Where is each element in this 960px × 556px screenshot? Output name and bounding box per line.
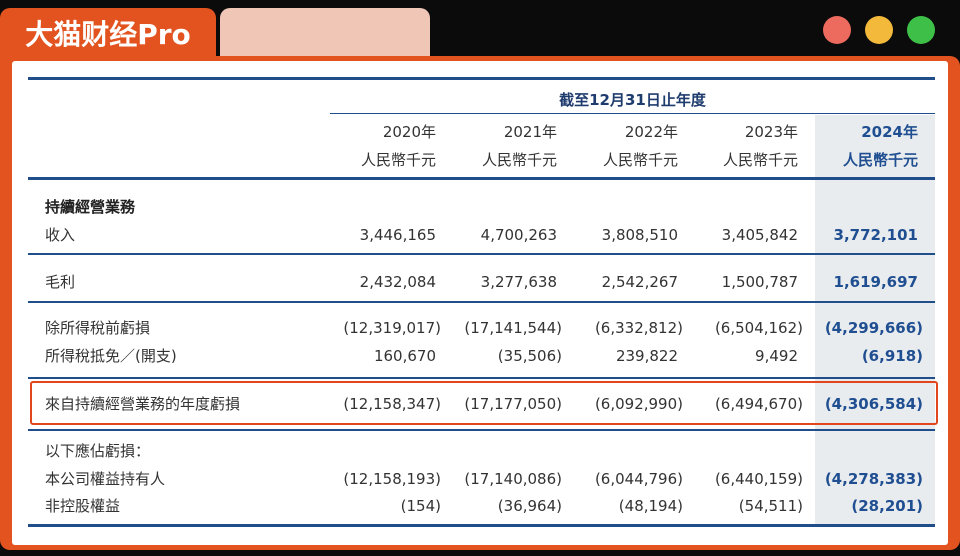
highlight-column [815, 115, 935, 525]
cell-value: 2,432,084 [359, 273, 436, 291]
cell-value: (4,299,666) [824, 319, 923, 337]
column-year: 2021年 [503, 123, 557, 141]
cell-value: 1,619,697 [833, 273, 918, 291]
cell-value: (6,440,159) [714, 470, 803, 488]
rule [28, 524, 935, 527]
cell-value: (17,177,050) [464, 395, 562, 413]
cell-value: 3,808,510 [601, 226, 678, 244]
cell-value: (6,332,812) [594, 319, 683, 337]
cell-value: (12,319,017) [343, 319, 441, 337]
highlight-box [30, 381, 938, 425]
cell-value: 3,446,165 [359, 226, 436, 244]
cell-value: (154) [400, 497, 441, 515]
cell-value: (6,044,796) [594, 470, 683, 488]
cell-value: (12,158,347) [343, 395, 441, 413]
cell-value: (6,504,162) [714, 319, 803, 337]
column-year: 2020年 [382, 123, 436, 141]
cell-value: (48,194) [618, 497, 683, 515]
document [12, 61, 948, 545]
cell-value: (6,092,990) [594, 395, 683, 413]
cell-value: (6,494,670) [714, 395, 803, 413]
rule [28, 429, 935, 431]
column-unit: 人民幣千元 [722, 151, 798, 169]
cell-value: 2,542,267 [601, 273, 678, 291]
column-unit: 人民幣千元 [481, 151, 557, 169]
rule [28, 77, 935, 80]
column-unit: 人民幣千元 [842, 151, 918, 169]
cell-value: 160,670 [373, 347, 436, 365]
rule [28, 301, 935, 303]
row-label: 本公司權益持有人 [45, 470, 166, 488]
row-label: 持續經營業務 [45, 198, 136, 216]
brand-tab: 大猫财经Pro [0, 8, 216, 60]
cell-value: (35,506) [497, 347, 562, 365]
maximize-button[interactable] [907, 16, 935, 44]
row-label: 毛利 [45, 273, 76, 291]
rule [28, 253, 935, 255]
cell-value: 239,822 [615, 347, 678, 365]
cell-value: 4,700,263 [480, 226, 557, 244]
cell-value: 1,500,787 [721, 273, 798, 291]
row-label: 所得稅抵免／(開支) [45, 347, 177, 365]
cell-value: (17,140,086) [464, 470, 562, 488]
cell-value: (4,278,383) [824, 470, 923, 488]
rule [28, 177, 935, 180]
column-year: 2023年 [744, 123, 798, 141]
close-button[interactable] [823, 16, 851, 44]
row-label: 非控股權益 [45, 497, 121, 515]
row-label: 除所得稅前虧損 [45, 319, 151, 337]
cell-value: (28,201) [851, 497, 923, 515]
cell-value: (4,306,584) [824, 395, 923, 413]
tab[interactable] [220, 8, 430, 58]
rule [330, 113, 935, 114]
cell-value: (12,158,193) [343, 470, 441, 488]
cell-value: 3,405,842 [721, 226, 798, 244]
cell-value: 3,772,101 [833, 226, 918, 244]
column-unit: 人民幣千元 [602, 151, 678, 169]
minimize-button[interactable] [865, 16, 893, 44]
cell-value: (17,141,544) [464, 319, 562, 337]
period-header: 截至12月31日止年度 [559, 91, 706, 109]
cell-value: (54,511) [738, 497, 803, 515]
row-label: 來自持續經營業務的年度虧損 [45, 395, 241, 413]
cell-value: (6,918) [861, 347, 923, 365]
rule [28, 377, 935, 379]
row-label: 收入 [45, 226, 76, 244]
cell-value: (36,964) [497, 497, 562, 515]
cell-value: 3,277,638 [480, 273, 557, 291]
column-unit: 人民幣千元 [360, 151, 436, 169]
column-year: 2022年 [624, 123, 678, 141]
column-year: 2024年 [861, 123, 918, 141]
cell-value: 9,492 [755, 347, 798, 365]
row-label: 以下應佔虧損： [45, 442, 151, 460]
